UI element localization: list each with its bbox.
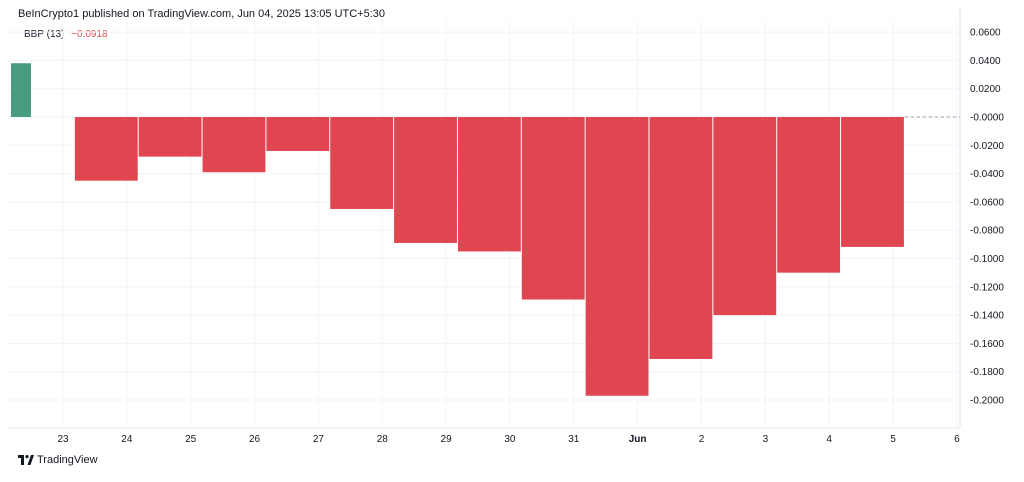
negative-bar xyxy=(74,117,138,181)
x-tick-label: 30 xyxy=(504,434,516,445)
y-tick-label: -0.1400 xyxy=(970,311,1004,322)
x-tick-label: 23 xyxy=(57,434,69,445)
y-tick-label: 0.0400 xyxy=(970,56,1001,67)
x-tick-label: Jun xyxy=(629,434,647,445)
y-tick-label: 0.0600 xyxy=(970,28,1001,39)
y-tick-label: -0.0600 xyxy=(970,197,1004,208)
x-tick-label: 6 xyxy=(954,434,960,445)
negative-bar xyxy=(777,117,841,273)
y-tick-label: -0.0800 xyxy=(970,226,1004,237)
negative-bar xyxy=(457,117,521,252)
negative-bar xyxy=(521,117,585,300)
y-tick-label: -0.2000 xyxy=(970,396,1004,407)
x-tick-label: 5 xyxy=(890,434,896,445)
y-tick-label: -0.0200 xyxy=(970,141,1004,152)
y-tick-label: -0.1600 xyxy=(970,339,1004,350)
indicator-name: BBP (13) xyxy=(24,29,65,40)
negative-bar xyxy=(266,117,330,151)
tradingview-logo-icon xyxy=(18,455,34,465)
x-tick-label: 3 xyxy=(763,434,769,445)
x-tick-label: 28 xyxy=(377,434,389,445)
negative-bar xyxy=(138,117,202,157)
negative-bar xyxy=(330,117,394,209)
bbp-histogram-chart[interactable]: 0.0600 0.0400 0.0200 -0.0000 -0.0200 -0.0400 -… xyxy=(8,0,1016,482)
x-tick-label: 2 xyxy=(699,434,705,445)
x-tick-label: 24 xyxy=(121,434,133,445)
negative-bar xyxy=(202,117,266,173)
x-tick-label: 27 xyxy=(313,434,325,445)
x-tick-label: 25 xyxy=(185,434,197,445)
y-tick-label: 0.0200 xyxy=(970,84,1001,95)
published-header: BeInCrypto1 published on TradingView.com… xyxy=(18,8,386,20)
negative-bar xyxy=(649,117,713,359)
positive-bar xyxy=(11,63,31,117)
x-tick-label: 29 xyxy=(441,434,453,445)
indicator-legend[interactable]: BBP (13) −0.0918 xyxy=(24,29,108,40)
negative-bar xyxy=(841,117,904,247)
y-tick-label: -0.0400 xyxy=(970,169,1004,180)
tradingview-brand-text: TradingView xyxy=(37,454,98,466)
y-tick-label: -0.1200 xyxy=(970,282,1004,293)
y-tick-label: -0.1000 xyxy=(970,254,1004,265)
indicator-value: −0.0918 xyxy=(71,29,108,40)
negative-bar xyxy=(713,117,777,316)
negative-bar xyxy=(394,117,457,243)
y-tick-label: -0.0000 xyxy=(970,113,1004,124)
negative-bar xyxy=(585,117,649,396)
x-tick-label: 4 xyxy=(826,434,832,445)
tradingview-footer[interactable]: TradingView xyxy=(18,454,98,466)
chart-frame: BeInCrypto1 published on TradingView.com… xyxy=(8,0,1016,482)
y-tick-label: -0.1800 xyxy=(970,367,1004,378)
x-tick-label: 26 xyxy=(249,434,261,445)
x-tick-label: 31 xyxy=(568,434,580,445)
